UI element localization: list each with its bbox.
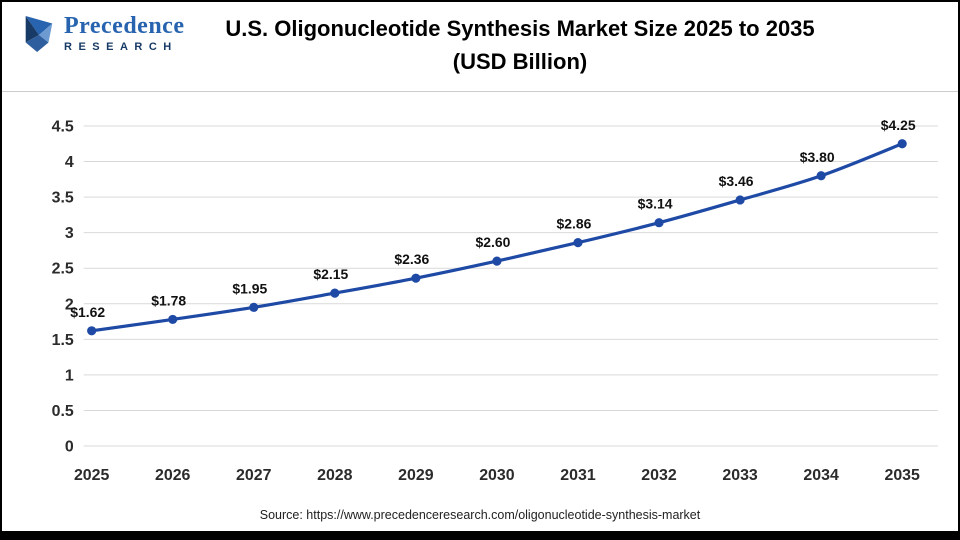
x-tick-label: 2035 — [884, 467, 920, 484]
y-tick-label: 0.5 — [52, 403, 74, 420]
y-tick-label: 2 — [65, 296, 74, 313]
data-point-marker — [87, 326, 97, 336]
data-point-marker — [168, 314, 178, 325]
y-tick-label: 4 — [65, 154, 74, 171]
data-point-label: $3.14 — [638, 196, 673, 212]
data-point-label: $2.86 — [557, 216, 592, 232]
data-point-marker — [735, 195, 745, 205]
x-tick-label: 2030 — [479, 467, 515, 484]
data-point-marker — [654, 218, 664, 228]
source-text: Source: https://www.precedenceresearch.c… — [259, 508, 701, 522]
data-point-label: $4.25 — [881, 117, 916, 133]
x-tick-label: 2025 — [74, 467, 110, 484]
data-point-marker — [492, 256, 502, 266]
line-chart: 0 0.5 1 1.5 2 2.5 3 3.5 4 4.5 2025 2026 2027 2028 2029… — [14, 98, 946, 494]
data-point-marker — [573, 238, 583, 248]
data-point-label: $1.78 — [151, 292, 186, 308]
precedence-logo-icon — [25, 15, 53, 53]
chart-title: U.S. Oligonucleotide Synthesis Market Si… — [122, 12, 918, 78]
data-point-marker — [897, 139, 907, 149]
line-chart-svg: 0 0.5 1 1.5 2 2.5 3 3.5 4 4.5 2025 2026 2027 2028 2029… — [52, 117, 939, 484]
data-point-label: $3.46 — [719, 173, 754, 189]
y-tick-label: 3.5 — [52, 190, 74, 207]
x-tick-label: 2033 — [722, 467, 758, 484]
logo-name: Precedence — [64, 13, 185, 39]
chart-title-line2: (USD Billion) — [452, 49, 588, 74]
x-tick-label: 2029 — [398, 467, 434, 484]
x-tick-label: 2028 — [317, 467, 353, 484]
x-tick-label: 2031 — [560, 467, 596, 484]
x-tick-label: 2027 — [236, 467, 272, 484]
header: Precedence RESEARCH U.S. Oligonucleotide… — [2, 2, 958, 92]
data-point-label: $3.80 — [800, 149, 835, 165]
bottom-bar — [2, 531, 958, 538]
y-tick-label: 1 — [65, 367, 74, 384]
chart-title-line1: U.S. Oligonucleotide Synthesis Market Si… — [225, 16, 815, 41]
y-tick-label: 0 — [65, 438, 74, 455]
y-tick-label: 1.5 — [52, 332, 74, 349]
x-tick-label: 2026 — [155, 467, 191, 484]
data-point-label: $2.36 — [394, 251, 429, 267]
x-tick-label: 2034 — [803, 467, 839, 484]
x-tick-label: 2032 — [641, 467, 677, 484]
data-point-marker — [816, 171, 826, 181]
y-tick-label: 4.5 — [52, 118, 74, 135]
data-point-marker — [249, 302, 259, 312]
logo: Precedence RESEARCH — [20, 14, 185, 54]
logo-subname: RESEARCH — [64, 41, 178, 53]
data-point-label: $1.95 — [232, 280, 267, 296]
data-point-label: $1.62 — [70, 304, 105, 320]
y-tick-label: 3 — [65, 225, 74, 242]
data-point-marker — [411, 273, 421, 283]
data-point-marker — [330, 288, 340, 298]
y-tick-label: 2.5 — [52, 261, 74, 278]
data-point-label: $2.60 — [475, 234, 510, 250]
data-point-label: $2.15 — [313, 266, 348, 282]
logo-text: Precedence RESEARCH — [64, 14, 185, 53]
